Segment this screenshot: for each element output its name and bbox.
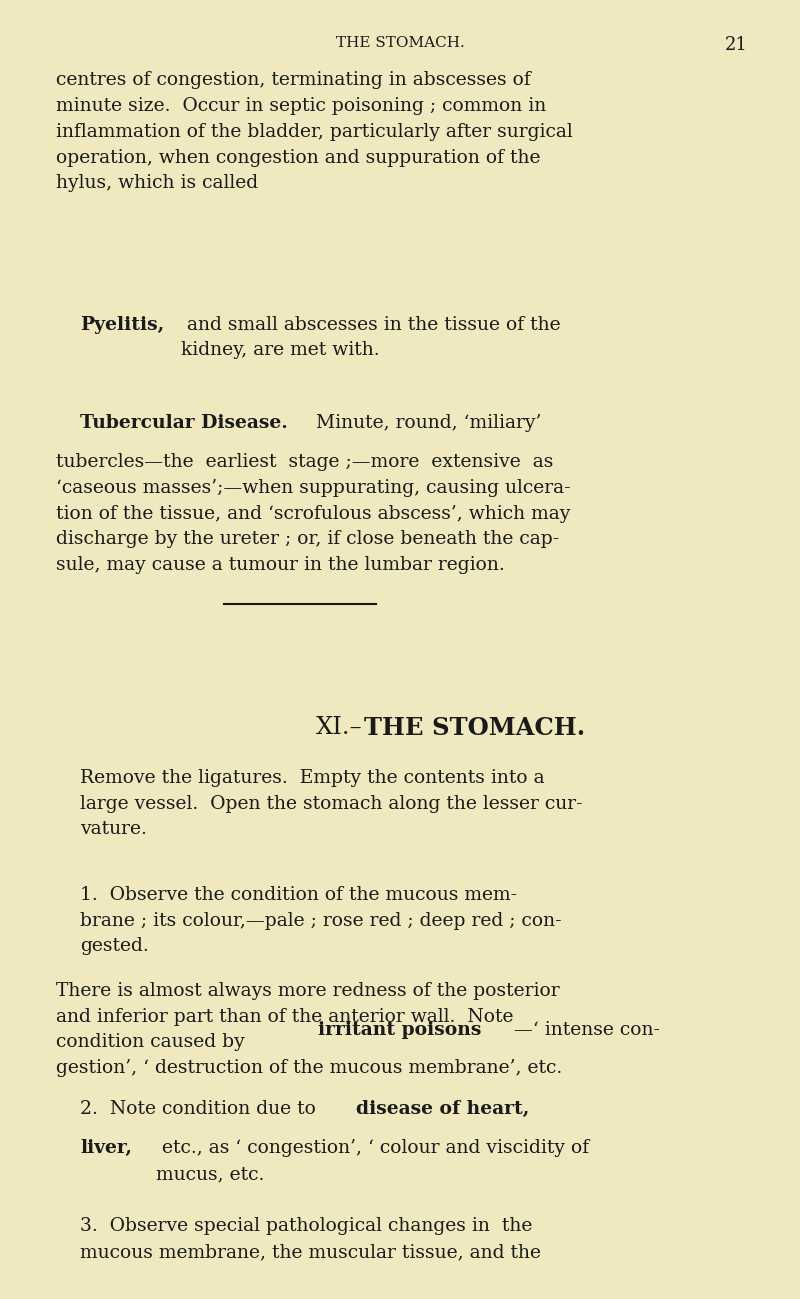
Text: 1.  Observe the condition of the mucous mem-
brane ; its colour,—pale ; rose red: 1. Observe the condition of the mucous m… — [80, 886, 562, 955]
Text: XI.–: XI.– — [316, 716, 362, 739]
Text: Tubercular Disease.: Tubercular Disease. — [80, 414, 288, 433]
Text: and small abscesses in the tissue of the
kidney, are met with.: and small abscesses in the tissue of the… — [181, 316, 561, 360]
Text: tubercles—the  earliest  stage ;—more  extensive  as
‘caseous masses’;—when supp: tubercles—the earliest stage ;—more exte… — [56, 453, 570, 574]
Text: irritant poisons: irritant poisons — [318, 1021, 482, 1039]
Text: 21: 21 — [725, 36, 748, 55]
Text: disease of heart,: disease of heart, — [356, 1100, 530, 1118]
Text: gestion’, ‘ destruction of the mucous membrane’, etc.: gestion’, ‘ destruction of the mucous me… — [56, 1059, 562, 1077]
Text: Pyelitis,: Pyelitis, — [80, 316, 164, 334]
Text: etc., as ‘ congestion’, ‘ colour and viscidity of
mucus, etc.: etc., as ‘ congestion’, ‘ colour and vis… — [156, 1139, 589, 1183]
Text: THE STOMACH.: THE STOMACH. — [336, 36, 464, 51]
Text: Remove the ligatures.  Empty the contents into a
large vessel.  Open the stomach: Remove the ligatures. Empty the contents… — [80, 769, 582, 838]
Text: liver,: liver, — [80, 1139, 132, 1157]
Text: 2.  Note condition due to: 2. Note condition due to — [80, 1100, 322, 1118]
Text: There is almost always more redness of the posterior
and inferior part than of t: There is almost always more redness of t… — [56, 982, 560, 1051]
Text: 3.  Observe special pathological changes in  the
mucous membrane, the muscular t: 3. Observe special pathological changes … — [80, 1217, 541, 1261]
Text: THE STOMACH.: THE STOMACH. — [364, 716, 586, 739]
Text: Minute, round, ‘miliary’: Minute, round, ‘miliary’ — [310, 414, 541, 433]
Text: centres of congestion, terminating in abscesses of
minute size.  Occur in septic: centres of congestion, terminating in ab… — [56, 71, 573, 192]
Text: —‘ intense con-: —‘ intense con- — [514, 1021, 661, 1039]
